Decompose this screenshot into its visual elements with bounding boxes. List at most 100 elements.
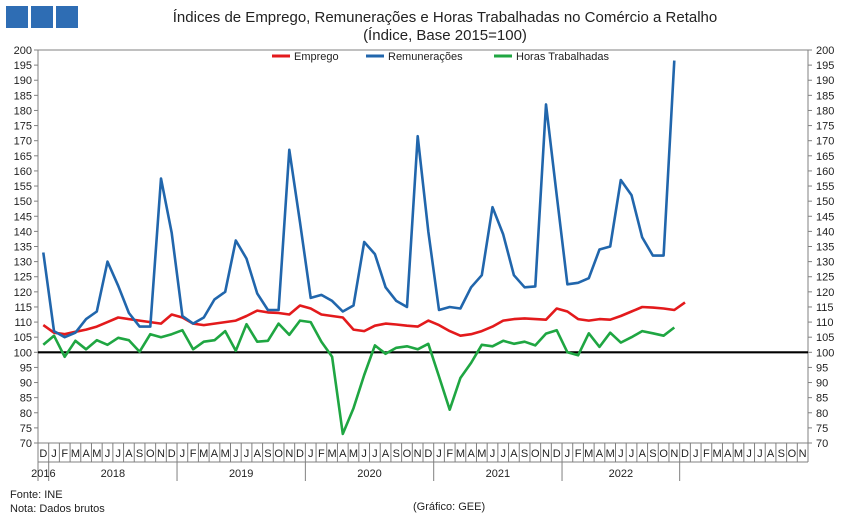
y-tick-label-right: 70 [816,438,828,450]
x-month-label: A [382,448,390,460]
y-tick-label-right: 90 [816,378,828,390]
x-month-label: J [436,448,442,460]
x-month-label: F [190,448,197,460]
x-month-label: J [372,448,378,460]
x-month-label: N [157,448,165,460]
x-month-label: M [328,448,337,460]
x-month-label: A [724,448,732,460]
y-tick-label-left: 110 [14,317,32,329]
x-month-label: J [105,448,111,460]
y-tick-label-right: 125 [816,272,834,284]
y-tick-label-left: 120 [14,287,32,299]
y-tick-label-right: 145 [816,211,834,223]
x-month-label: J [629,448,635,460]
x-month-label: M [584,448,593,460]
x-month-label: A [254,448,262,460]
x-month-label: A [339,448,347,460]
x-month-label: A [211,448,219,460]
y-tick-label-left: 130 [14,257,32,269]
y-tick-label-left: 145 [14,211,32,223]
y-tick-label-left: 85 [20,393,32,405]
x-month-label: F [318,448,325,460]
y-tick-label-left: 100 [14,347,32,359]
x-month-label: M [349,448,358,460]
y-tick-label-right: 120 [816,287,834,299]
y-tick-label-right: 140 [816,226,834,238]
x-month-label: D [296,448,304,460]
x-month-label: M [477,448,486,460]
legend-label-emprego: Emprego [294,51,339,63]
x-month-label: J [618,448,624,460]
y-tick-label-right: 95 [816,362,828,374]
x-month-label: O [531,448,540,460]
x-month-label: M [606,448,615,460]
x-month-label: D [39,448,47,460]
y-tick-label-left: 150 [14,196,32,208]
x-month-label: J [361,448,367,460]
x-month-label: J [490,448,496,460]
y-tick-label-left: 175 [14,121,32,133]
x-month-label: D [168,448,176,460]
y-tick-label-left: 135 [14,242,32,254]
x-month-label: O [659,448,668,460]
y-tick-label-right: 75 [816,423,828,435]
x-month-label: M [221,448,230,460]
y-tick-label-right: 130 [816,257,834,269]
y-tick-label-right: 85 [816,393,828,405]
x-month-label: J [244,448,250,460]
y-tick-label-right: 190 [816,75,834,87]
year-label: 2018 [101,468,125,480]
x-month-label: S [264,448,271,460]
y-tick-label-right: 195 [816,60,834,72]
year-label: 2022 [609,468,633,480]
x-month-label: A [767,448,775,460]
year-label: 2019 [229,468,253,480]
x-month-label: D [553,448,561,460]
y-tick-label-right: 80 [816,408,828,420]
x-month-label: M [456,448,465,460]
y-tick-label-right: 100 [816,347,834,359]
y-tick-label-left: 170 [14,136,32,148]
series-line-emprego [42,301,686,338]
x-month-label: S [521,448,528,460]
x-month-label: J [51,448,57,460]
y-tick-label-right: 180 [816,105,834,117]
x-month-label: A [510,448,518,460]
x-month-label: S [649,448,656,460]
x-month-label: O [403,448,412,460]
y-tick-label-right: 135 [816,242,834,254]
x-month-label: F [703,448,710,460]
x-month-label: J [500,448,506,460]
y-tick-label-right: 110 [816,317,834,329]
y-tick-label-left: 180 [14,105,32,117]
x-month-label: D [424,448,432,460]
chart-title: Índices de Emprego, Remunerações e Horas… [172,9,718,26]
year-label: 2021 [486,468,510,480]
y-tick-label-right: 165 [816,151,834,163]
series-line-horas [42,319,676,436]
x-month-label: J [233,448,239,460]
x-month-label: O [146,448,155,460]
x-month-label: A [596,448,604,460]
y-tick-label-left: 140 [14,226,32,238]
plot-frame [37,49,809,444]
y-tick-label-left: 95 [20,362,32,374]
chart-subtitle: (Índice, Base 2015=100) [363,27,527,44]
x-month-label: M [71,448,80,460]
y-tick-label-right: 170 [816,136,834,148]
y-tick-label-right: 155 [816,181,834,193]
x-month-label: A [639,448,647,460]
y-tick-label-right: 185 [816,90,834,102]
x-month-label: A [467,448,475,460]
x-month-label: S [393,448,400,460]
data-note: Nota: Dados brutos [10,503,105,515]
y-tick-label-right: 175 [816,121,834,133]
x-month-label: O [788,448,797,460]
legend-label-horas: Horas Trabalhadas [516,51,609,63]
y-tick-label-left: 160 [14,166,32,178]
gee-logo [6,6,78,28]
x-month-label: J [565,448,571,460]
y-tick-label-left: 80 [20,408,32,420]
x-month-label: A [82,448,90,460]
x-month-label: S [136,448,143,460]
